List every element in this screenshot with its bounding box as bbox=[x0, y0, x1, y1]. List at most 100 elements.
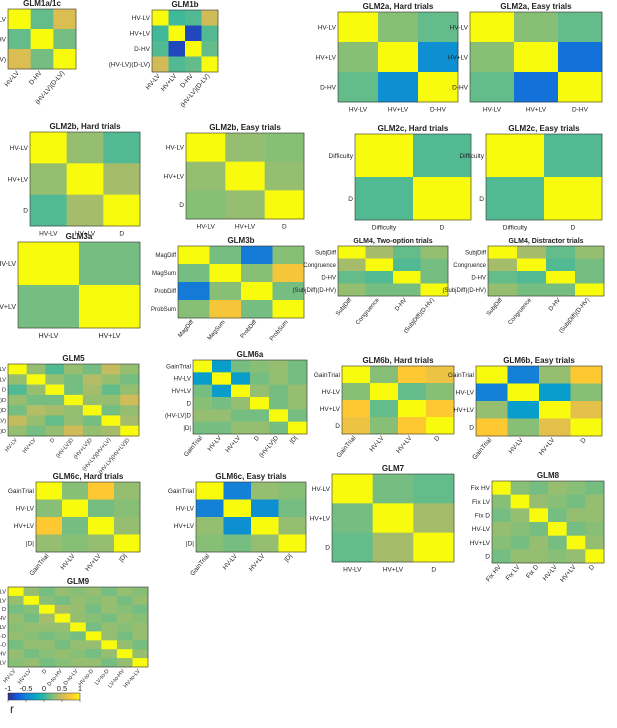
heatmap-cell bbox=[514, 42, 559, 73]
heatmap-cell bbox=[492, 494, 511, 509]
heatmap-cell bbox=[212, 384, 232, 398]
heatmap-cell bbox=[114, 517, 141, 535]
heatmap-cell bbox=[398, 400, 427, 418]
heatmap-cell bbox=[8, 631, 24, 641]
heatmap-cell bbox=[132, 631, 149, 641]
heatmap-cell bbox=[186, 161, 226, 191]
heatmap-cell bbox=[585, 481, 605, 495]
heatmap-cell bbox=[85, 649, 102, 659]
heatmap-cell bbox=[413, 134, 472, 178]
y-tick-label: HV+LV bbox=[320, 406, 341, 413]
y-tick-label: D bbox=[479, 196, 484, 203]
heatmap-cell bbox=[488, 283, 518, 297]
panel-frame bbox=[331, 473, 455, 563]
panel-title: GLM6c, Easy trials bbox=[215, 472, 287, 481]
heatmap-cell bbox=[26, 394, 46, 406]
heatmap-cell bbox=[355, 134, 414, 178]
x-tick-label: HV+LV bbox=[75, 231, 96, 238]
heatmap-cell bbox=[54, 649, 71, 659]
heatmap-cell bbox=[8, 640, 24, 650]
heatmap-cell bbox=[30, 9, 54, 30]
panel-title: GLM6a bbox=[237, 350, 264, 359]
heatmap-cell bbox=[201, 56, 219, 73]
heatmap-cell bbox=[132, 604, 149, 614]
y-tick-label: LV-to-HV bbox=[0, 652, 6, 658]
panel-title: GLM5 bbox=[62, 354, 85, 363]
heatmap-panel-glm2b-easy-trials: GLM2b, Easy trials HV-LV HV+LV D HV-LV HV+LV D bbox=[164, 123, 305, 231]
heatmap-cell bbox=[26, 425, 46, 437]
y-tick-label: (HV-LV)(D-LV) bbox=[109, 62, 150, 69]
heatmap-cell bbox=[566, 494, 586, 509]
heatmap-cell bbox=[39, 649, 55, 659]
heatmap-cell bbox=[529, 535, 549, 550]
heatmap-cell bbox=[168, 10, 186, 26]
y-tick-label: HV-to-D bbox=[0, 634, 6, 640]
colorbar-tick-label: -1 bbox=[5, 684, 12, 693]
heatmap-cell bbox=[510, 535, 530, 550]
panel-frame bbox=[29, 131, 141, 227]
x-tick-label: GainTrial bbox=[183, 435, 204, 459]
heatmap-cell bbox=[546, 258, 576, 272]
heatmap-cell bbox=[8, 394, 28, 406]
heatmap-panel-glm9: GLM9 HV-LV HV+LV D D-to-HV D-to-LV HV-to-D LV-t… bbox=[0, 577, 149, 689]
y-tick-label: GainTrial bbox=[8, 488, 35, 495]
heatmap-cell bbox=[365, 271, 394, 284]
heatmap-cell bbox=[418, 42, 459, 73]
x-tick-label: SubjDiff bbox=[335, 297, 353, 317]
x-tick-label: SubjDiff bbox=[486, 297, 504, 317]
heatmap-cell bbox=[250, 360, 270, 373]
y-tick-label: GainTrial bbox=[448, 372, 475, 379]
heatmap-cell bbox=[251, 499, 279, 518]
heatmap-cell bbox=[566, 535, 586, 550]
heatmap-cell bbox=[101, 587, 118, 597]
heatmap-cell bbox=[546, 271, 576, 284]
heatmap-panel-glm6c-easy-trials: GLM6c, Easy trials GainTrial HV-LV HV+LV |D|… bbox=[168, 472, 307, 577]
x-tick-label: |D| bbox=[289, 434, 300, 445]
heatmap-cell bbox=[510, 522, 530, 536]
x-tick-label: HV-LV bbox=[3, 668, 18, 684]
heatmap-cell bbox=[64, 364, 84, 375]
heatmap-cell bbox=[116, 622, 133, 632]
panel-title: GLM2a, Easy trials bbox=[500, 2, 572, 11]
panel-frame bbox=[17, 241, 141, 329]
heatmap-cell bbox=[120, 415, 140, 427]
heatmap-cell bbox=[8, 649, 24, 659]
x-tick-label: D bbox=[41, 668, 48, 675]
y-tick-label: Fix LV bbox=[472, 499, 491, 506]
heatmap-cell bbox=[132, 649, 149, 659]
panel-title: GLM2b, Hard trials bbox=[49, 122, 121, 131]
heatmap-cell bbox=[8, 374, 28, 385]
heatmap-cell bbox=[26, 405, 46, 416]
panel-frame bbox=[185, 132, 305, 220]
heatmap-cell bbox=[101, 613, 118, 623]
heatmap-cell bbox=[39, 631, 55, 641]
heatmap-cell bbox=[8, 604, 24, 614]
heatmap-cell bbox=[398, 383, 427, 401]
heatmap-cell bbox=[548, 549, 567, 564]
heatmap-cell bbox=[212, 372, 232, 385]
heatmap-cell bbox=[223, 482, 252, 500]
heatmap-cell bbox=[116, 640, 133, 650]
heatmap-cell bbox=[488, 258, 518, 272]
heatmap-cell bbox=[8, 415, 28, 427]
heatmap-cell bbox=[8, 587, 24, 597]
x-tick-label: Fix D bbox=[525, 564, 540, 580]
y-tick-label: HV-LV bbox=[16, 506, 35, 513]
heatmap-cell bbox=[544, 134, 603, 178]
heatmap-cell bbox=[26, 374, 46, 385]
heatmap-cell bbox=[539, 366, 571, 384]
heatmap-cell bbox=[101, 622, 118, 632]
x-tick-label: HV-LV bbox=[39, 333, 59, 340]
heatmap-cell bbox=[418, 12, 459, 43]
heatmap-cell bbox=[152, 10, 169, 26]
heatmap-cell bbox=[101, 374, 121, 385]
x-tick-label: HV+LV bbox=[383, 567, 404, 574]
panel-title: GLM1a/1c bbox=[23, 0, 61, 8]
heatmap-cell bbox=[223, 534, 252, 553]
y-tick-label: HV+LV bbox=[316, 54, 337, 61]
panel-frame bbox=[35, 481, 141, 553]
heatmap-cell bbox=[45, 374, 65, 385]
heatmap-cell bbox=[548, 508, 567, 523]
heatmap-panel-glm3a: GLM3a HV-LV HV+LV HV-LV HV+LV bbox=[0, 232, 141, 340]
heatmap-cell bbox=[264, 133, 305, 162]
